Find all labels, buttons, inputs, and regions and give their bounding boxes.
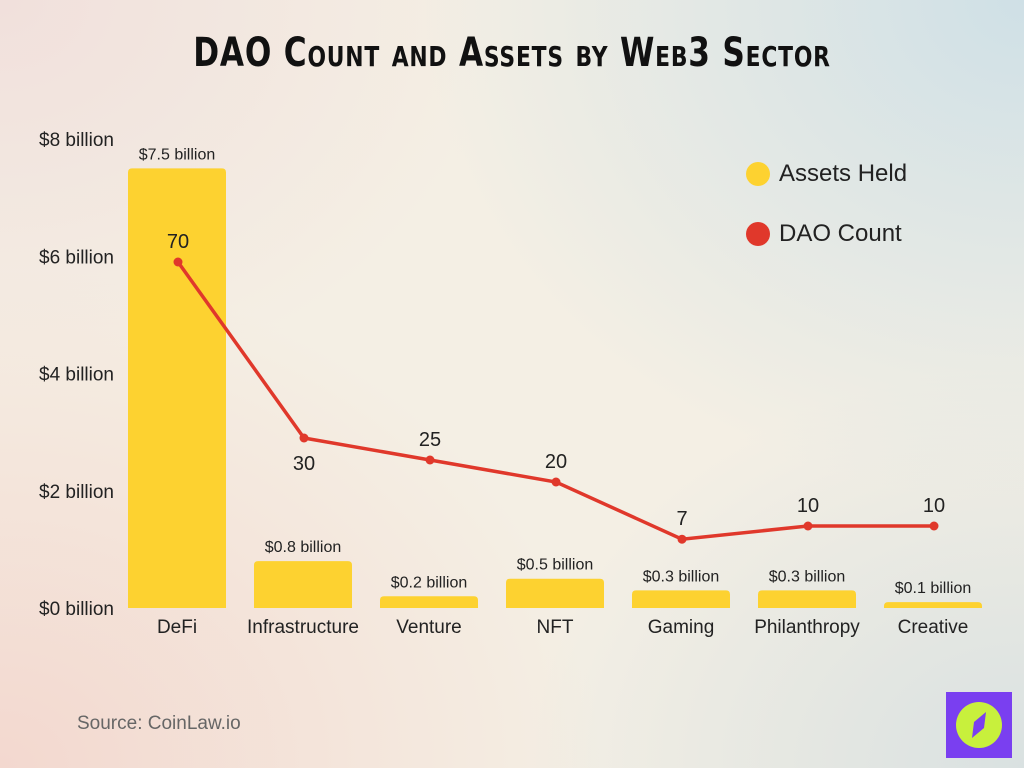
dao-count-point: [803, 521, 813, 531]
y-tick-label: $4 billion: [39, 365, 114, 386]
bar-nft: [506, 578, 604, 608]
bar-data-label: $0.3 billion: [643, 568, 720, 585]
legend-assets-label: Assets Held: [779, 160, 907, 187]
bar-data-label: $0.2 billion: [391, 574, 468, 591]
compass-icon: [956, 702, 1002, 748]
y-tick-label: $6 billion: [39, 247, 114, 268]
bar-gaming: [632, 590, 730, 608]
dao-count-point: [551, 477, 561, 487]
bar-data-label: $7.5 billion: [139, 146, 216, 163]
bar-data-label: $0.1 billion: [895, 580, 972, 597]
dao-count-label: 10: [797, 495, 819, 517]
x-tick-label: Philanthropy: [754, 617, 860, 638]
bar-data-label: $0.5 billion: [517, 557, 594, 574]
dao-count-label: 10: [923, 495, 945, 517]
dao-count-point: [929, 521, 939, 531]
legend-dao-marker: [746, 222, 770, 246]
source-note: Source: CoinLaw.io: [77, 713, 241, 734]
bar-infrastructure: [254, 561, 352, 608]
dao-count-label: 7: [676, 508, 687, 530]
dao-count-line: [176, 260, 934, 541]
bar-creative: [884, 602, 982, 608]
x-tick-label: Creative: [898, 617, 969, 638]
bar-venture: [380, 596, 478, 608]
logo: [946, 692, 1012, 758]
chart-title: DAO Count and Assets by Web3 Sector: [193, 30, 831, 76]
x-tick-label: NFT: [537, 617, 574, 638]
x-tick-label: Gaming: [648, 617, 715, 638]
dao-count-label: 30: [293, 453, 315, 475]
x-tick-label: Infrastructure: [247, 617, 359, 638]
bar-philanthropy: [758, 590, 856, 608]
dao-count-point: [173, 257, 183, 267]
bar-data-label: $0.8 billion: [265, 539, 342, 556]
x-tick-label: Venture: [396, 617, 462, 638]
dao-count-point: [677, 534, 687, 544]
dao-count-point: [425, 455, 435, 465]
x-tick-label: DeFi: [157, 617, 197, 638]
dao-count-label: 25: [419, 429, 441, 451]
bar-data-label: $0.3 billion: [769, 568, 846, 585]
legend-dao-label: DAO Count: [779, 220, 902, 247]
dao-count-point: [299, 433, 309, 443]
y-tick-label: $0 billion: [39, 599, 114, 620]
y-tick-label: $2 billion: [39, 482, 114, 503]
dao-count-label: 70: [167, 231, 189, 253]
bar-defi: [128, 168, 226, 608]
y-tick-label: $8 billion: [39, 130, 114, 151]
legend-assets-marker: [746, 162, 770, 186]
dao-count-label: 20: [545, 451, 567, 473]
